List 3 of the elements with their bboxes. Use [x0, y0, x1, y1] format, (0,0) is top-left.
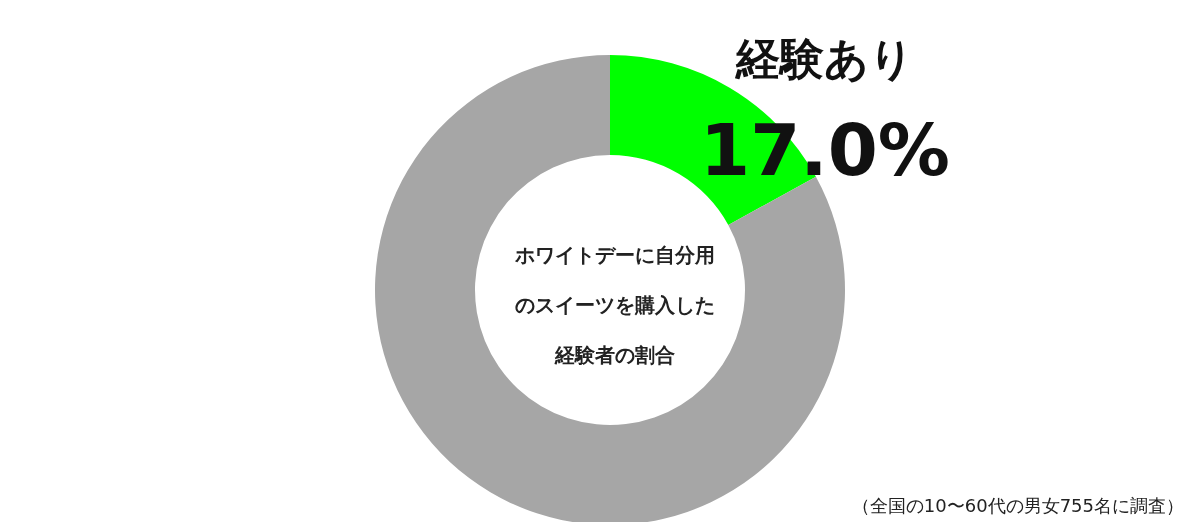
chart-title: ホワイトデーに自分用のスイーツを購入した経験者の割合: [515, 243, 715, 367]
text: （全国の10〜60代の男女755名に調査）: [851, 494, 1185, 516]
slice-label: 経験あり: [734, 32, 914, 84]
